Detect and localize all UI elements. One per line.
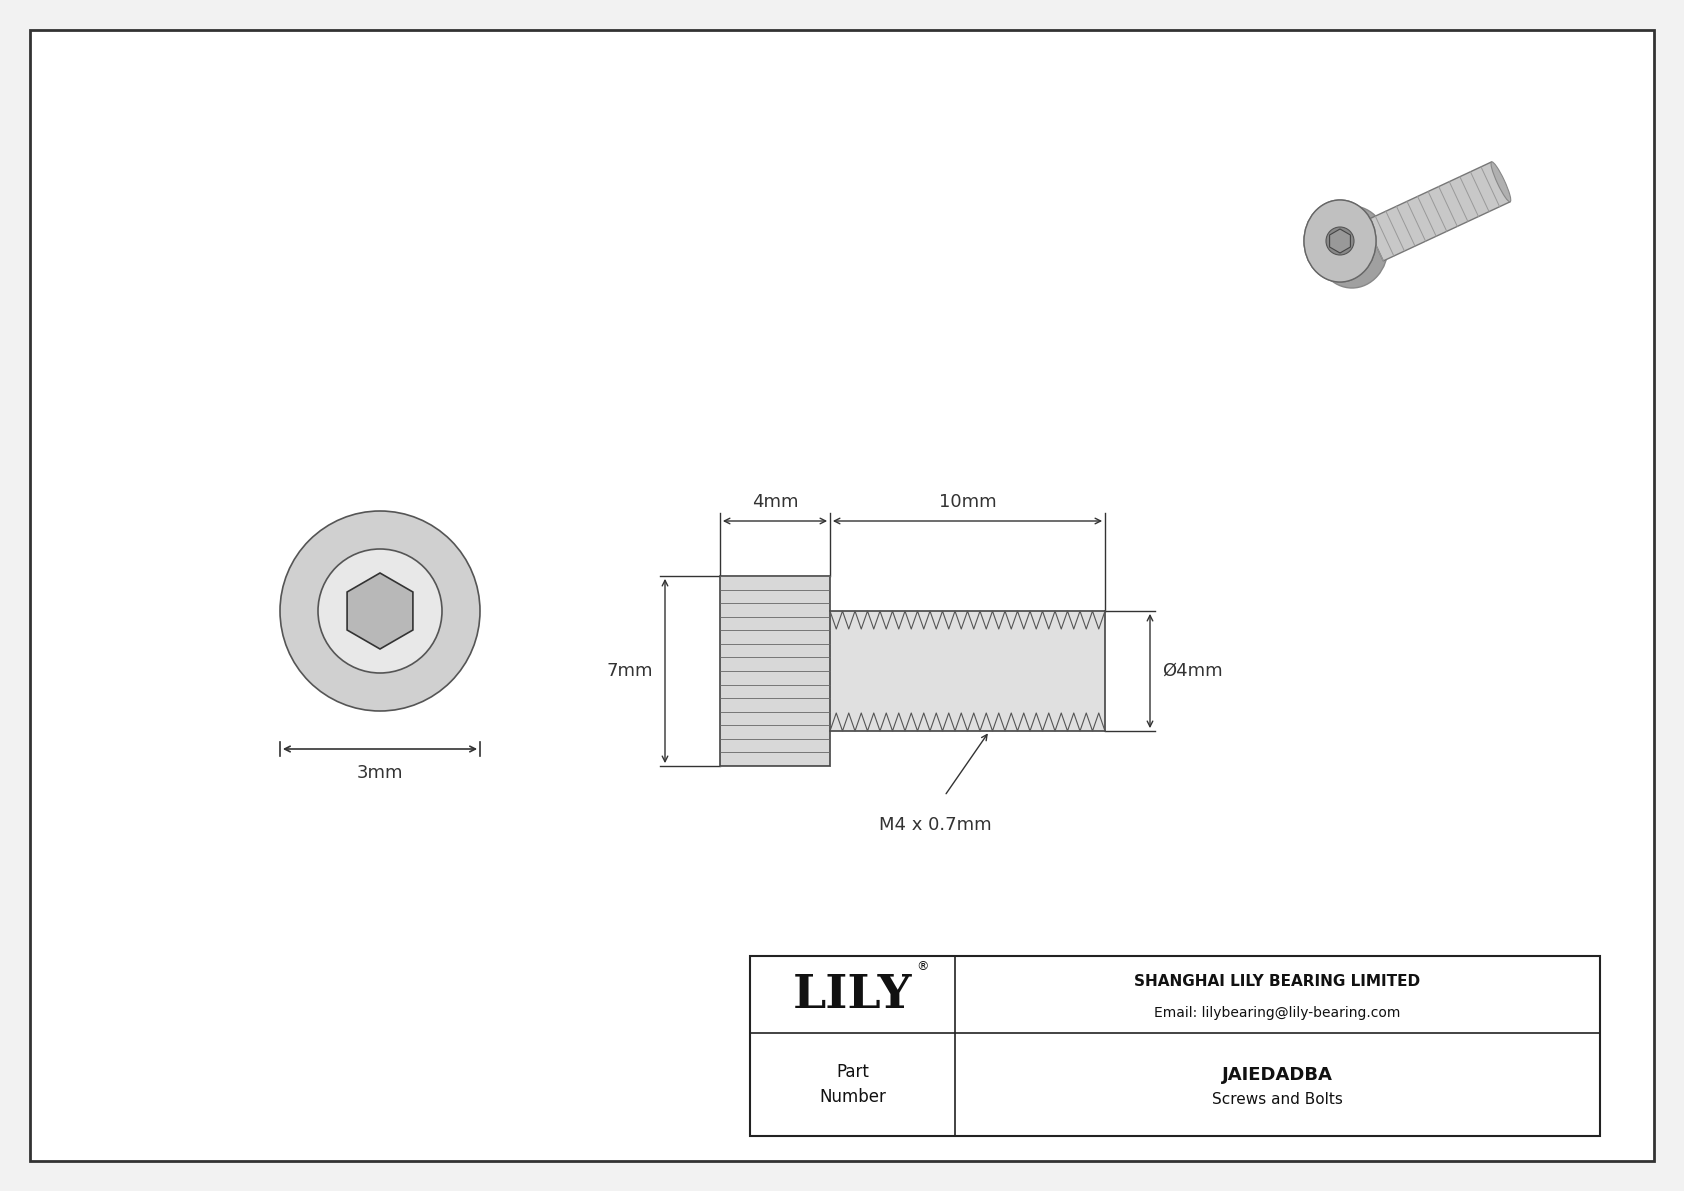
Circle shape [280, 511, 480, 711]
Bar [749, 956, 1600, 1136]
Ellipse shape [1303, 200, 1376, 282]
Text: Screws and Bolts: Screws and Bolts [1212, 1092, 1342, 1106]
Text: 3mm: 3mm [357, 763, 402, 782]
Ellipse shape [1315, 206, 1388, 288]
Text: 4mm: 4mm [751, 493, 798, 511]
Bar [721, 576, 830, 766]
Text: Part
Number: Part Number [818, 1064, 886, 1106]
Text: Email: lilybearing@lily-bearing.com: Email: lilybearing@lily-bearing.com [1154, 1005, 1401, 1019]
Text: JAIEDADBA: JAIEDADBA [1223, 1066, 1334, 1084]
Circle shape [318, 549, 441, 673]
Text: 7mm: 7mm [606, 662, 653, 680]
Ellipse shape [1490, 162, 1511, 201]
Text: LILY: LILY [793, 972, 913, 1017]
Polygon shape [1364, 162, 1511, 261]
Polygon shape [347, 573, 413, 649]
Bar [830, 611, 1105, 731]
Ellipse shape [1325, 227, 1354, 255]
Polygon shape [1330, 229, 1351, 252]
Text: M4 x 0.7mm: M4 x 0.7mm [879, 816, 992, 834]
Ellipse shape [1303, 200, 1376, 282]
Text: ®: ® [916, 960, 930, 973]
Text: SHANGHAI LILY BEARING LIMITED: SHANGHAI LILY BEARING LIMITED [1135, 974, 1421, 989]
Text: 10mm: 10mm [938, 493, 997, 511]
Text: Ø4mm: Ø4mm [1162, 662, 1223, 680]
